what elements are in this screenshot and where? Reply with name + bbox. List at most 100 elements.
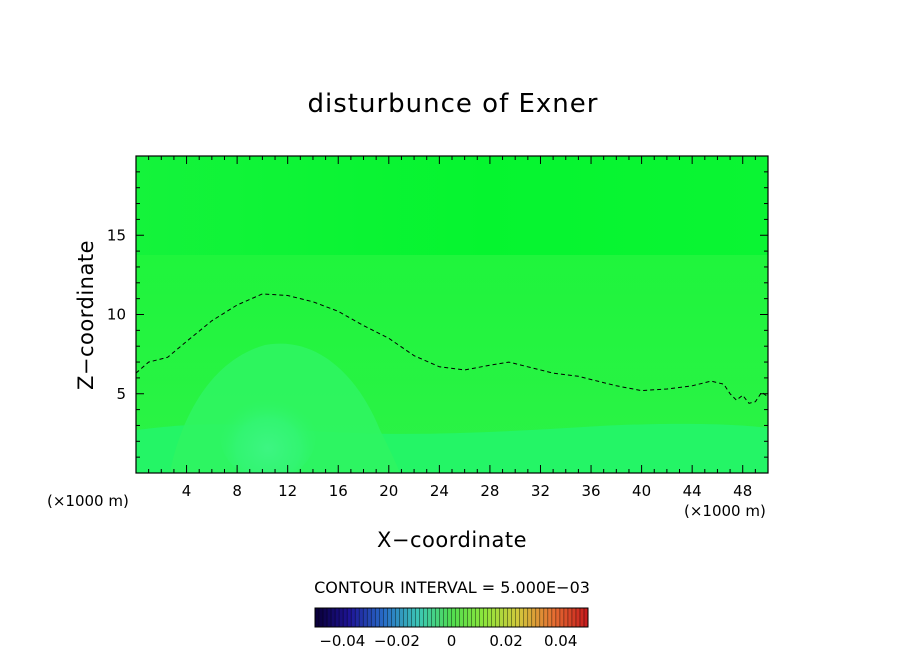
- colorbar-cell: [483, 608, 489, 627]
- colorbar-cell: [327, 608, 332, 627]
- chart-title: disturbunce of Exner: [308, 89, 599, 119]
- x-tick-label: 48: [733, 482, 752, 500]
- y-axis-label: Z−coordinate: [74, 240, 98, 390]
- colorbar-cell: [351, 608, 356, 627]
- colorbar: [314, 607, 589, 628]
- colorbar-cell: [463, 608, 468, 627]
- colorbar-cell: [455, 608, 460, 627]
- colorbar-cell: [391, 608, 396, 627]
- colorbar-cell: [339, 608, 344, 627]
- colorbar-cell: [459, 608, 464, 627]
- colorbar-tick-label: 0.04: [544, 632, 577, 650]
- colorbar-cell: [427, 608, 432, 627]
- colorbar-frame: [314, 607, 589, 628]
- colorbar-cell: [519, 608, 525, 627]
- colorbar-cell: [503, 608, 509, 627]
- x-tick-label: 24: [430, 482, 449, 500]
- colorbar-cell: [563, 608, 569, 627]
- colorbar-cell: [415, 608, 420, 627]
- x-tick-label: 8: [232, 482, 242, 500]
- x-axis-label: X−coordinate: [377, 528, 527, 552]
- colorbar-cell: [511, 608, 517, 627]
- colorbar-cell: [535, 608, 541, 627]
- colorbar-cell: [547, 608, 553, 627]
- colorbar-cell: [371, 608, 376, 627]
- colorbar-cell: [467, 608, 472, 627]
- colorbar-cell: [471, 608, 476, 627]
- colorbar-cell: [383, 608, 388, 627]
- colorbar-cell: [507, 608, 513, 627]
- colorbar-cell: [571, 608, 577, 627]
- colorbar-cell: [363, 608, 368, 627]
- contour-field: [136, 156, 768, 473]
- colorbar-cell: [367, 608, 372, 627]
- colorbar-cell: [435, 608, 440, 627]
- colorbar-cell: [407, 608, 412, 627]
- colorbar-cell: [443, 608, 448, 627]
- x-tick-label: 16: [329, 482, 348, 500]
- colorbar-cell: [559, 608, 565, 627]
- x-tick-label: 36: [581, 482, 600, 500]
- colorbar-cell: [555, 608, 561, 627]
- colorbar-cell: [315, 608, 320, 627]
- field-core: [220, 390, 316, 473]
- colorbar-cell: [403, 608, 408, 627]
- colorbar-cell: [399, 608, 404, 627]
- x-tick-label: 44: [683, 482, 702, 500]
- x-tick-label: 4: [182, 482, 192, 500]
- colorbar-cell: [431, 608, 436, 627]
- colorbar-cell: [375, 608, 380, 627]
- y-axis-unit: (×1000 m): [47, 492, 129, 510]
- colorbar-cell: [523, 608, 529, 627]
- x-tick-label: 28: [480, 482, 499, 500]
- colorbar-cell: [411, 608, 416, 627]
- colorbar-cell: [527, 608, 533, 627]
- x-axis-ticks: 4 8 12 16 20 24 28 32 36 40 44 48: [148, 156, 756, 500]
- colorbar-cell: [451, 608, 456, 627]
- x-tick-label: 32: [531, 482, 550, 500]
- colorbar-cell: [543, 608, 549, 627]
- colorbar-cell: [487, 608, 493, 627]
- x-axis-unit: (×1000 m): [684, 502, 766, 520]
- colorbar-cell: [583, 608, 589, 627]
- x-tick-label: 12: [278, 482, 297, 500]
- colorbar-cell: [575, 608, 581, 627]
- colorbar-cell: [479, 608, 485, 627]
- colorbar-cell: [551, 608, 557, 627]
- x-tick-label: 40: [632, 482, 651, 500]
- y-tick-label: 15: [107, 226, 126, 244]
- colorbar-cell: [355, 608, 360, 627]
- colorbar-cell: [539, 608, 545, 627]
- colorbar-cell: [359, 608, 364, 627]
- colorbar-cell: [347, 608, 352, 627]
- contour-interval-label: CONTOUR INTERVAL = 5.000E−03: [314, 578, 590, 597]
- colorbar-cell: [515, 608, 521, 627]
- colorbar-cell: [531, 608, 537, 627]
- colorbar-cell: [499, 608, 505, 627]
- colorbar-cell: [475, 608, 480, 627]
- colorbar-cell: [319, 608, 324, 627]
- colorbar-cell: [335, 608, 340, 627]
- x-tick-label: 20: [379, 482, 398, 500]
- colorbar-tick-label: 0: [447, 632, 457, 650]
- colorbar-cell: [379, 608, 384, 627]
- colorbar-tick-label: −0.04: [319, 632, 365, 650]
- colorbar-cell: [447, 608, 452, 627]
- colorbar-cell: [567, 608, 573, 627]
- y-tick-label: 5: [116, 385, 126, 403]
- colorbar-cell: [579, 608, 585, 627]
- colorbar-cell: [439, 608, 444, 627]
- colorbar-cell: [323, 608, 328, 627]
- colorbar-tick-label: −0.02: [374, 632, 420, 650]
- colorbar-cell: [343, 608, 348, 627]
- colorbar-cell: [495, 608, 501, 627]
- colorbar-cell: [491, 608, 497, 627]
- colorbar-tick-label: 0.02: [489, 632, 522, 650]
- colorbar-cell: [419, 608, 424, 627]
- colorbar-cell: [331, 608, 336, 627]
- y-axis-ticks: 5 10 15: [107, 171, 768, 458]
- colorbar-tick-labels: −0.04 −0.02 0 0.02 0.04: [319, 632, 577, 650]
- colorbar-cell: [387, 608, 392, 627]
- colorbar-cell: [395, 608, 400, 627]
